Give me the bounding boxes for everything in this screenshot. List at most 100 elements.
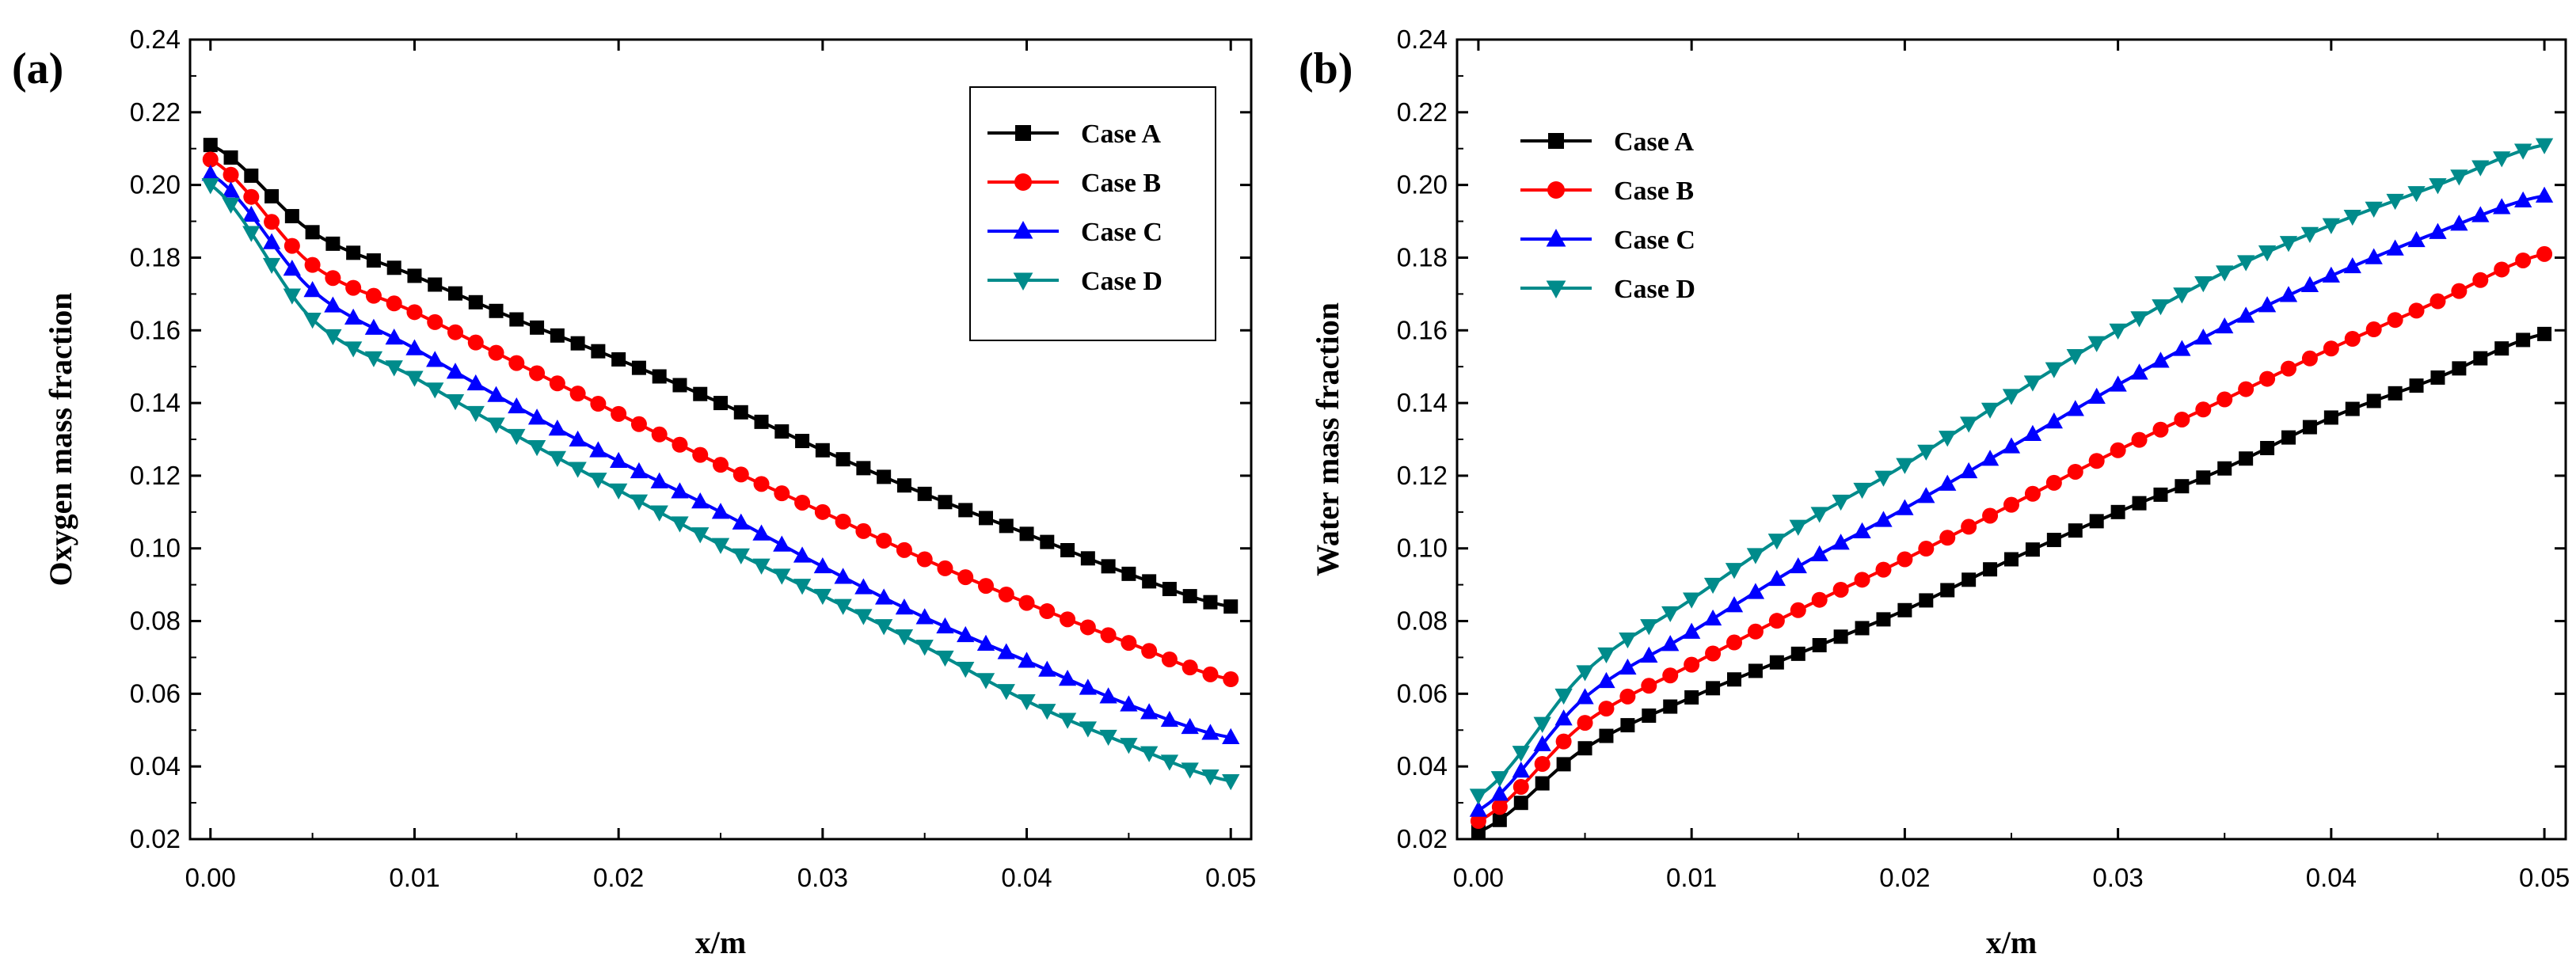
y-tick-label: 0.12	[1397, 461, 1448, 490]
y-tick-label: 0.02	[130, 824, 181, 853]
data-point	[2408, 302, 2425, 319]
data-point	[915, 640, 934, 656]
data-point	[1120, 738, 1138, 754]
data-point	[1018, 694, 1036, 711]
data-point	[976, 634, 995, 651]
data-point	[1512, 746, 1530, 762]
data-point	[733, 405, 748, 420]
data-point	[2023, 375, 2042, 392]
y-tick-label: 0.24	[130, 25, 181, 54]
data-point	[938, 495, 953, 510]
data-point	[1810, 545, 1828, 561]
data-point	[2452, 361, 2467, 376]
data-point	[1202, 666, 1219, 682]
x-axis-title: x/m	[1986, 925, 2037, 960]
data-point	[446, 363, 465, 379]
data-point	[406, 304, 423, 321]
data-point	[1620, 718, 1635, 733]
data-point	[1160, 754, 1179, 771]
data-point	[1222, 728, 1240, 744]
x-tick-label: 0.05	[2519, 863, 2570, 892]
data-point	[2430, 293, 2446, 310]
data-point	[1918, 541, 1935, 557]
data-point	[202, 151, 219, 168]
data-point	[2344, 330, 2361, 347]
data-point	[590, 396, 607, 412]
data-point	[488, 344, 504, 361]
data-point	[1939, 530, 1956, 546]
data-point	[1767, 569, 1786, 587]
data-point	[1619, 688, 1636, 705]
data-point	[2131, 431, 2148, 448]
data-point	[2535, 186, 2554, 203]
data-point	[2365, 201, 2383, 218]
data-point	[1058, 712, 1077, 729]
y-tick-label: 0.22	[1397, 97, 1448, 127]
data-point	[366, 253, 381, 268]
y-tick-label: 0.20	[1397, 170, 1448, 199]
data-point	[1727, 672, 1741, 687]
x-tick-label: 0.02	[1879, 863, 1930, 892]
data-point	[1662, 667, 1679, 684]
legend-label: Case D	[1614, 275, 1695, 304]
data-point	[1706, 681, 1721, 696]
data-point	[1790, 602, 1806, 618]
data-point	[2429, 222, 2447, 239]
data-point	[1223, 599, 1239, 614]
data-point	[813, 557, 832, 574]
legend-marker	[1013, 272, 1033, 291]
data-point	[1141, 643, 1158, 659]
panel-label: (a)	[12, 44, 63, 93]
data-point	[2152, 421, 2169, 438]
data-point	[896, 478, 911, 493]
data-point	[957, 569, 974, 586]
data-point	[2236, 306, 2255, 323]
data-point	[1513, 796, 1528, 811]
data-point	[364, 351, 383, 367]
data-point	[957, 662, 975, 678]
y-tick-label: 0.08	[130, 606, 181, 636]
data-point	[1959, 462, 1978, 479]
data-point	[2066, 348, 2084, 366]
data-point	[692, 446, 709, 463]
data-point	[2152, 351, 2170, 368]
data-point	[2239, 451, 2254, 466]
data-point	[2472, 272, 2489, 288]
data-point	[426, 382, 444, 399]
data-point	[283, 288, 302, 305]
data-point	[243, 188, 260, 205]
data-point	[2110, 504, 2125, 519]
data-point	[2196, 470, 2211, 485]
data-point	[1058, 670, 1077, 686]
y-tick-label: 0.16	[1397, 315, 1448, 344]
data-point	[1201, 769, 1220, 786]
data-point	[570, 336, 585, 351]
y-tick-label: 0.14	[1397, 388, 1448, 417]
series-case-d	[201, 178, 1240, 791]
data-point	[835, 513, 851, 530]
data-point	[2388, 386, 2403, 401]
data-point	[2088, 453, 2105, 469]
y-tick-label: 0.06	[130, 678, 181, 708]
data-point	[2450, 215, 2468, 231]
data-point	[1555, 733, 1572, 750]
data-point	[856, 461, 871, 476]
data-point	[2494, 341, 2509, 356]
data-point	[426, 351, 444, 367]
data-point	[1642, 709, 1657, 724]
data-point	[1619, 632, 1637, 649]
data-point	[428, 277, 443, 292]
data-point	[1576, 688, 1594, 705]
data-point	[446, 394, 465, 411]
data-point	[530, 320, 545, 335]
data-point	[815, 443, 830, 458]
data-point	[345, 279, 362, 296]
series-case-b	[202, 151, 1239, 687]
data-point	[834, 568, 852, 584]
data-point	[344, 308, 363, 325]
data-point	[630, 494, 649, 511]
data-point	[1663, 699, 1678, 714]
data-point	[1790, 646, 1805, 661]
data-point	[2024, 485, 2041, 502]
data-point	[448, 286, 462, 301]
